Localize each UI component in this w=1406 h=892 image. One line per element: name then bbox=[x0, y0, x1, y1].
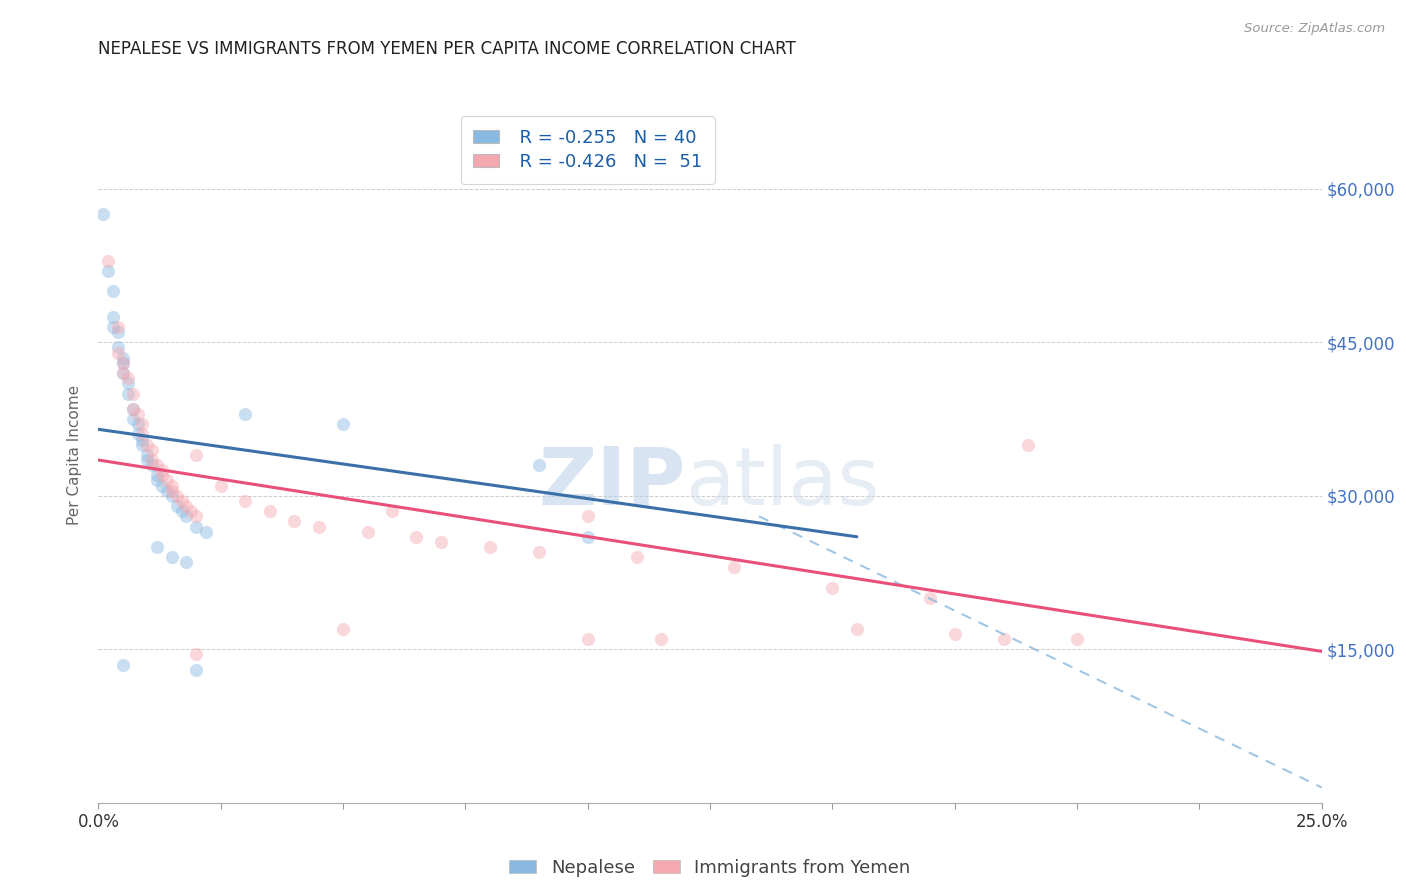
Point bbox=[723, 560, 745, 574]
Point bbox=[943, 627, 966, 641]
Point bbox=[160, 489, 183, 503]
Point bbox=[233, 494, 256, 508]
Point bbox=[121, 386, 143, 401]
Y-axis label: Per Capita Income: Per Capita Income bbox=[67, 384, 83, 525]
Point bbox=[117, 371, 139, 385]
Point bbox=[111, 366, 134, 380]
Point bbox=[186, 519, 208, 533]
Point bbox=[111, 366, 134, 380]
Point bbox=[821, 581, 844, 595]
Point bbox=[209, 478, 232, 492]
Point bbox=[146, 540, 169, 554]
Point bbox=[176, 555, 198, 569]
Point bbox=[283, 515, 305, 529]
Point bbox=[117, 386, 139, 401]
Point bbox=[430, 534, 453, 549]
Point bbox=[136, 448, 159, 462]
Point bbox=[176, 509, 198, 524]
Point bbox=[121, 401, 143, 416]
Point bbox=[141, 442, 163, 457]
Point bbox=[131, 438, 153, 452]
Point bbox=[332, 622, 354, 636]
Point bbox=[186, 648, 208, 662]
Point bbox=[101, 284, 124, 298]
Point bbox=[308, 519, 330, 533]
Point bbox=[121, 412, 143, 426]
Point bbox=[121, 401, 143, 416]
Point bbox=[107, 341, 129, 355]
Point bbox=[107, 345, 129, 359]
Point bbox=[576, 509, 599, 524]
Point bbox=[141, 458, 163, 472]
Point bbox=[101, 320, 124, 334]
Point bbox=[356, 524, 378, 539]
Point bbox=[107, 320, 129, 334]
Point bbox=[150, 478, 173, 492]
Text: NEPALESE VS IMMIGRANTS FROM YEMEN PER CAPITA INCOME CORRELATION CHART: NEPALESE VS IMMIGRANTS FROM YEMEN PER CA… bbox=[98, 40, 796, 58]
Point bbox=[166, 499, 188, 513]
Point bbox=[650, 632, 672, 646]
Point bbox=[576, 632, 599, 646]
Point bbox=[576, 530, 599, 544]
Point bbox=[176, 499, 198, 513]
Point bbox=[107, 325, 129, 339]
Point bbox=[156, 483, 179, 498]
Point bbox=[845, 622, 868, 636]
Point bbox=[170, 494, 193, 508]
Point bbox=[186, 663, 208, 677]
Point bbox=[527, 458, 550, 472]
Point bbox=[186, 448, 208, 462]
Text: ZIP: ZIP bbox=[538, 443, 686, 522]
Text: atlas: atlas bbox=[686, 443, 880, 522]
Point bbox=[478, 540, 501, 554]
Point bbox=[626, 550, 648, 565]
Point bbox=[150, 463, 173, 477]
Point bbox=[180, 504, 202, 518]
Point bbox=[527, 545, 550, 559]
Point bbox=[101, 310, 124, 324]
Point bbox=[136, 438, 159, 452]
Point bbox=[91, 207, 114, 221]
Point bbox=[920, 591, 942, 606]
Point bbox=[117, 376, 139, 391]
Point bbox=[111, 356, 134, 370]
Point bbox=[405, 530, 427, 544]
Text: Source: ZipAtlas.com: Source: ZipAtlas.com bbox=[1244, 22, 1385, 36]
Point bbox=[111, 657, 134, 672]
Point bbox=[136, 453, 159, 467]
Point bbox=[160, 550, 183, 565]
Point bbox=[160, 478, 183, 492]
Point bbox=[186, 509, 208, 524]
Point bbox=[131, 433, 153, 447]
Point bbox=[993, 632, 1015, 646]
Point bbox=[1017, 438, 1039, 452]
Point bbox=[1066, 632, 1088, 646]
Point bbox=[170, 504, 193, 518]
Point bbox=[146, 468, 169, 483]
Legend: Nepalese, Immigrants from Yemen: Nepalese, Immigrants from Yemen bbox=[502, 852, 918, 884]
Point bbox=[146, 458, 169, 472]
Point bbox=[259, 504, 281, 518]
Point bbox=[111, 351, 134, 365]
Point bbox=[381, 504, 404, 518]
Point bbox=[131, 417, 153, 432]
Point bbox=[156, 474, 179, 488]
Point bbox=[160, 483, 183, 498]
Point bbox=[97, 264, 120, 278]
Point bbox=[127, 417, 149, 432]
Point bbox=[131, 427, 153, 442]
Point bbox=[166, 489, 188, 503]
Point bbox=[141, 453, 163, 467]
Point bbox=[111, 356, 134, 370]
Point bbox=[332, 417, 354, 432]
Point bbox=[150, 468, 173, 483]
Point bbox=[127, 407, 149, 421]
Point bbox=[195, 524, 218, 539]
Point bbox=[97, 253, 120, 268]
Point bbox=[127, 427, 149, 442]
Point bbox=[233, 407, 256, 421]
Point bbox=[146, 474, 169, 488]
